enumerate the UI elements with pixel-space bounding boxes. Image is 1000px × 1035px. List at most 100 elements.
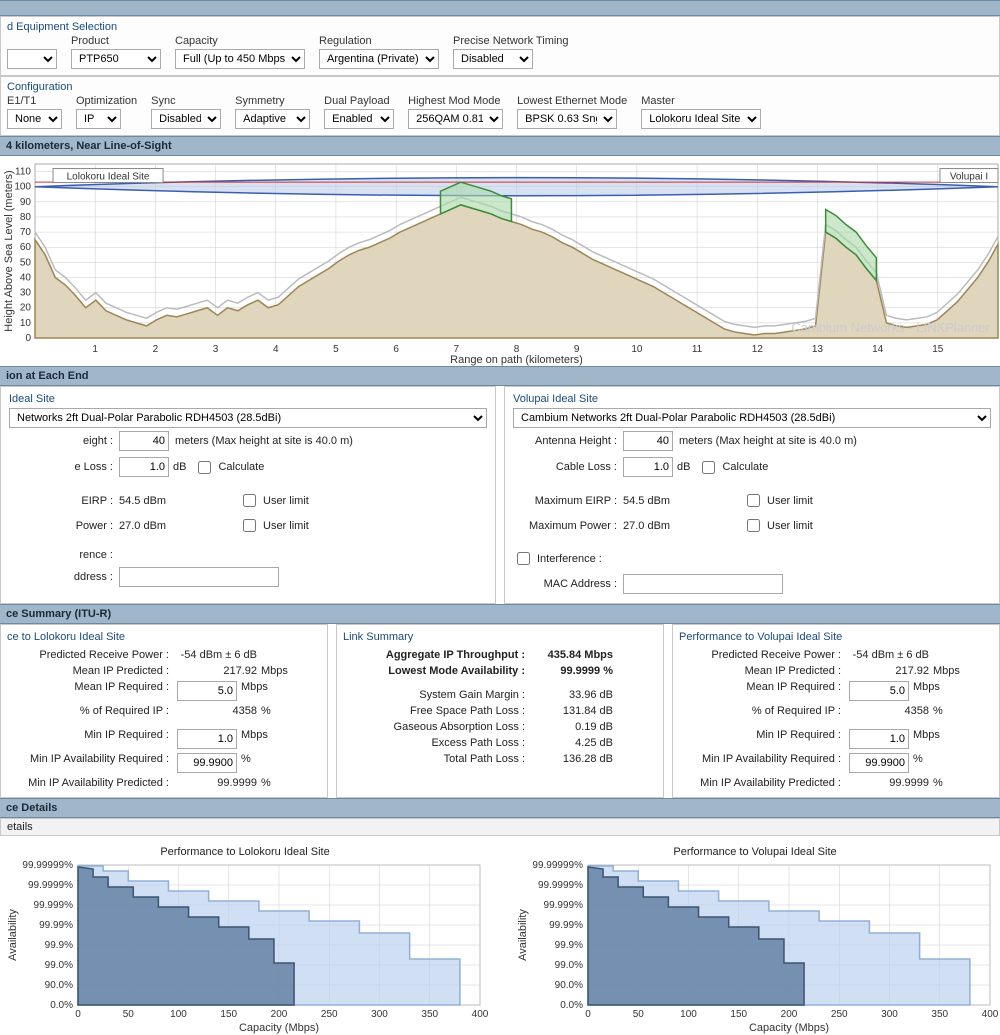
svg-text:6: 6 — [393, 344, 399, 355]
svg-text:10: 10 — [631, 344, 643, 355]
userlimit-power[interactable]: User limit — [239, 516, 309, 535]
power-value: 27.0 dBm — [119, 520, 189, 532]
master-select[interactable]: Lolokoru Ideal Site — [641, 109, 761, 129]
loss-input[interactable] — [623, 457, 673, 477]
svg-text:Cambium Networks - LINKPlanner: Cambium Networks - LINKPlanner — [791, 320, 990, 335]
interference-checkbox[interactable]: Interference : — [513, 549, 602, 568]
profile-header: 4 kilometers, Near Line-of-Sight — [0, 136, 1000, 156]
sync-select[interactable]: Disabled — [151, 109, 221, 129]
userlimit-eirp[interactable]: User limit — [743, 491, 813, 510]
height-note: meters (Max height at site is 40.0 m) — [679, 435, 857, 447]
svg-text:99.0%: 99.0% — [45, 960, 73, 971]
svg-text:1: 1 — [92, 344, 98, 355]
svg-text:Capacity (Mbps): Capacity (Mbps) — [239, 1022, 319, 1034]
equipment-section-title: d Equipment Selection — [7, 21, 993, 33]
height-label: eight : — [9, 435, 119, 447]
endpoints-header: ion at Each End — [0, 366, 1000, 386]
perf-unit: % — [909, 753, 923, 773]
svg-text:Capacity (Mbps): Capacity (Mbps) — [749, 1022, 829, 1034]
e1t1-label: E1/T1 — [7, 95, 62, 107]
section-header-top — [0, 0, 1000, 16]
highmod-select[interactable]: 256QAM 0.81 — [408, 109, 503, 129]
equipment-blank-select[interactable] — [7, 49, 57, 69]
e1t1-select[interactable]: None — [7, 109, 62, 129]
svg-text:70: 70 — [20, 227, 32, 238]
perf-unit: % — [237, 753, 251, 773]
regulation-select[interactable]: Argentina (Private) — [319, 49, 439, 69]
perf-label: Predicted Receive Power : — [679, 649, 849, 661]
opt-select[interactable]: IP — [76, 109, 121, 129]
svg-text:99.9%: 99.9% — [555, 940, 583, 951]
svg-text:40: 40 — [20, 272, 32, 283]
endpoint-title: Volupai Ideal Site — [513, 393, 991, 405]
perf-input-min_req[interactable] — [177, 729, 237, 749]
svg-text:2: 2 — [153, 344, 159, 355]
svg-text:200: 200 — [271, 1009, 288, 1020]
perf-unit — [929, 649, 933, 661]
userlimit-power[interactable]: User limit — [743, 516, 813, 535]
capacity-select[interactable]: Full (Up to 450 Mbps) — [175, 49, 305, 69]
calculate-checkbox[interactable]: Calculate — [194, 458, 264, 477]
loss-label: e Loss : — [9, 461, 119, 473]
perf-unit: % — [929, 705, 943, 717]
details-subheader: etails — [0, 818, 1000, 836]
antenna-select[interactable]: Cambium Networks 2ft Dual-Polar Paraboli… — [513, 408, 991, 428]
endpoint-site_b: Volupai Ideal Site Cambium Networks 2ft … — [504, 386, 1000, 604]
svg-text:99.99999%: 99.99999% — [22, 860, 73, 871]
perf-label: Predicted Receive Power : — [7, 649, 177, 661]
svg-text:100: 100 — [170, 1009, 187, 1020]
eirp-label: Maximum EIRP : — [513, 495, 623, 507]
svg-text:250: 250 — [831, 1009, 848, 1020]
regulation-label: Regulation — [319, 35, 439, 47]
svg-text:3: 3 — [213, 344, 219, 355]
svg-text:99.999%: 99.999% — [34, 900, 74, 911]
perf-unit: Mbps — [909, 681, 940, 701]
mac-input[interactable] — [623, 574, 783, 594]
loss-input[interactable] — [119, 457, 169, 477]
perf-label: % of Required IP : — [679, 705, 849, 717]
userlimit-eirp[interactable]: User limit — [239, 491, 309, 510]
svg-text:400: 400 — [982, 1009, 999, 1020]
details-chart-b-title: Performance to Volupai Ideal Site — [510, 846, 1000, 858]
calculate-checkbox[interactable]: Calculate — [698, 458, 768, 477]
symmetry-select[interactable]: Adaptive — [235, 109, 310, 129]
svg-text:90: 90 — [20, 197, 32, 208]
svg-text:Volupai I: Volupai I — [950, 172, 988, 183]
height-input[interactable] — [623, 431, 673, 451]
perf-value: 99.9999 — [177, 777, 257, 789]
lowmod-label: Lowest Ethernet Mode — [517, 95, 627, 107]
svg-text:14: 14 — [872, 344, 884, 355]
symmetry-label: Symmetry — [235, 95, 310, 107]
eirp-value: 54.5 dBm — [119, 495, 189, 507]
perf-input-mean_req[interactable] — [849, 681, 909, 701]
link-label: Free Space Path Loss : — [343, 705, 533, 717]
svg-text:4: 4 — [273, 344, 279, 355]
mac-input[interactable] — [119, 567, 279, 587]
perf-input-mean_req[interactable] — [177, 681, 237, 701]
link-value: 4.25 dB — [533, 737, 613, 749]
perf-input-min_req[interactable] — [849, 729, 909, 749]
svg-text:0: 0 — [75, 1009, 81, 1020]
antenna-select[interactable]: Networks 2ft Dual-Polar Parabolic RDH450… — [9, 408, 487, 428]
perf-input-avail_req[interactable] — [177, 753, 237, 773]
link-label: Excess Path Loss : — [343, 737, 533, 749]
svg-text:90.0%: 90.0% — [45, 980, 73, 991]
svg-text:90.0%: 90.0% — [555, 980, 583, 991]
perf-label: Min IP Required : — [679, 729, 849, 749]
svg-text:11: 11 — [692, 344, 703, 355]
link-value: 0.19 dB — [533, 721, 613, 733]
product-select[interactable]: PTP650 — [71, 49, 161, 69]
perf-header: ce Summary (ITU-R) — [0, 604, 1000, 624]
link-value: 136.28 dB — [533, 753, 613, 765]
lowmod-select[interactable]: BPSK 0.63 Sngl — [517, 109, 617, 129]
svg-text:250: 250 — [321, 1009, 338, 1020]
perf-input-avail_req[interactable] — [849, 753, 909, 773]
perf-unit: Mbps — [237, 729, 268, 749]
perf-unit: Mbps — [257, 665, 288, 677]
height-input[interactable] — [119, 431, 169, 451]
dualpayload-select[interactable]: Enabled — [324, 109, 394, 129]
svg-text:99.99999%: 99.99999% — [532, 860, 583, 871]
timing-select[interactable]: Disabled — [453, 49, 533, 69]
config-section-title: Configuration — [7, 81, 993, 93]
perf-label: Min IP Availability Required : — [7, 753, 177, 773]
